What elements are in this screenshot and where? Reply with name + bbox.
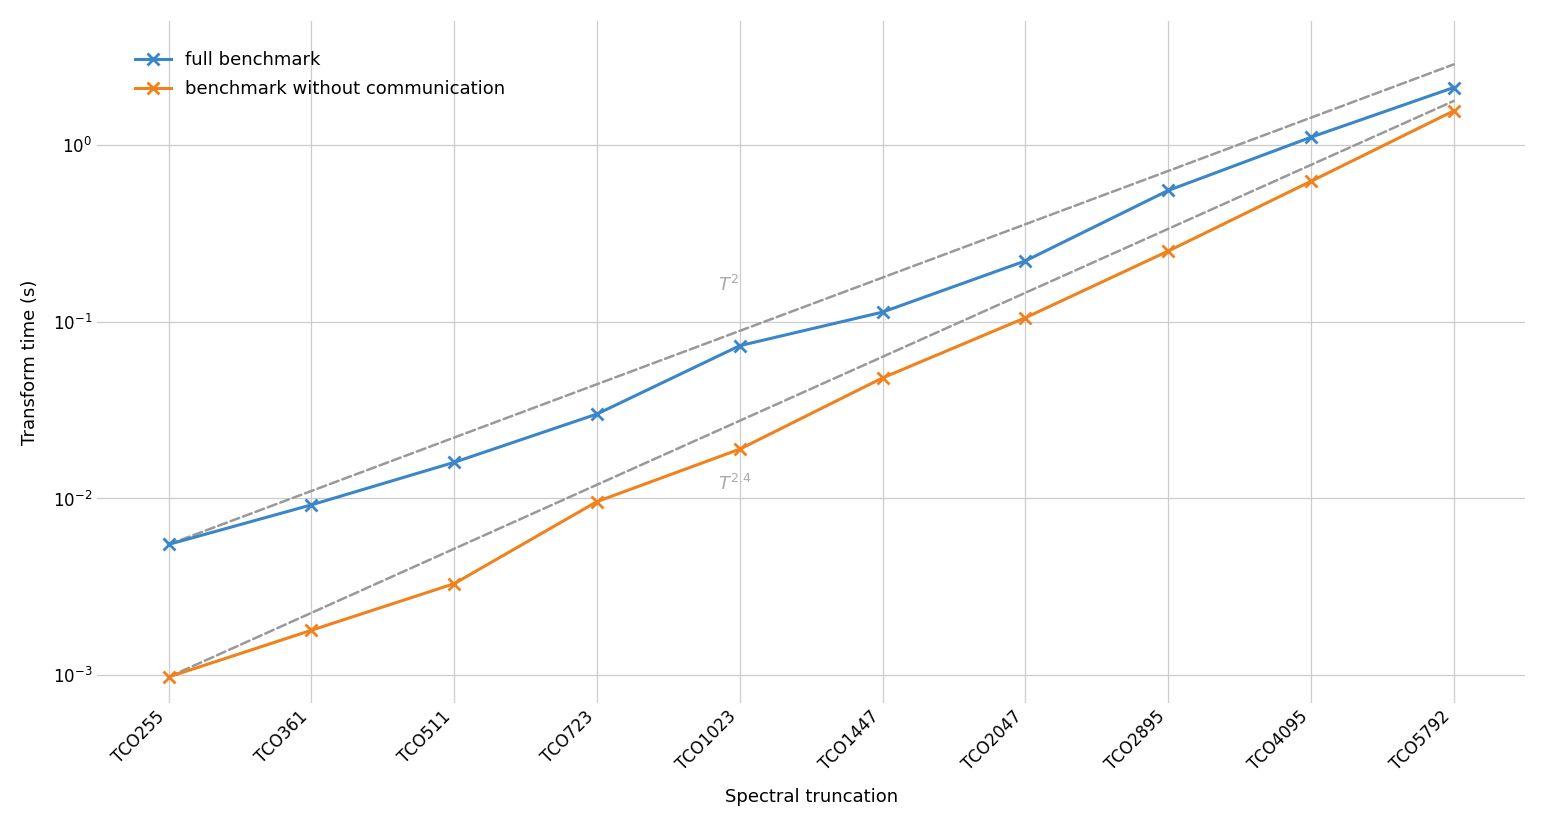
benchmark without communication — [730, 444, 748, 454]
full benchmark — [1016, 256, 1034, 265]
full benchmark — [587, 409, 606, 419]
benchmark without communication — [1016, 313, 1034, 323]
benchmark without communication — [1302, 176, 1320, 186]
benchmark without communication — [445, 579, 464, 589]
Text: $T^2$: $T^2$ — [719, 275, 739, 294]
full benchmark — [445, 457, 464, 467]
benchmark without communication — [159, 672, 178, 682]
full benchmark — [1302, 132, 1320, 142]
Line: benchmark without communication: benchmark without communication — [162, 104, 1459, 683]
full benchmark — [730, 341, 748, 351]
full benchmark — [301, 500, 320, 510]
full benchmark — [1444, 83, 1463, 93]
Line: full benchmark: full benchmark — [162, 81, 1459, 551]
full benchmark — [159, 539, 178, 549]
benchmark without communication — [873, 373, 892, 383]
Legend: full benchmark, benchmark without communication: full benchmark, benchmark without commun… — [121, 36, 519, 112]
full benchmark — [1160, 185, 1178, 195]
benchmark without communication — [301, 625, 320, 635]
X-axis label: Spectral truncation: Spectral truncation — [725, 788, 898, 806]
benchmark without communication — [1444, 106, 1463, 116]
Text: $T^{2.4}$: $T^{2.4}$ — [719, 474, 751, 494]
benchmark without communication — [587, 497, 606, 507]
full benchmark — [873, 307, 892, 317]
benchmark without communication — [1160, 246, 1178, 256]
Y-axis label: Transform time (s): Transform time (s) — [20, 280, 39, 445]
